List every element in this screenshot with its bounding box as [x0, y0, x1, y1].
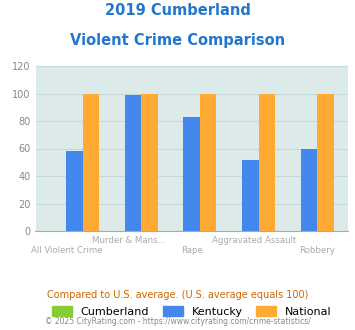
Text: Robbery: Robbery	[299, 246, 335, 255]
Bar	[301, 148, 317, 231]
Text: Aggravated Assault: Aggravated Assault	[212, 236, 296, 245]
Legend: Cumberland, Kentucky, National: Cumberland, Kentucky, National	[52, 306, 332, 316]
Text: Violent Crime Comparison: Violent Crime Comparison	[70, 33, 285, 48]
Text: 2019 Cumberland: 2019 Cumberland	[105, 3, 250, 18]
Bar	[258, 93, 275, 231]
Bar	[83, 93, 99, 231]
Bar	[242, 159, 258, 231]
Text: © 2025 CityRating.com - https://www.cityrating.com/crime-statistics/: © 2025 CityRating.com - https://www.city…	[45, 317, 310, 326]
Text: Murder & Mans...: Murder & Mans...	[92, 236, 166, 245]
Bar	[141, 93, 158, 231]
Bar	[184, 117, 200, 231]
Text: Compared to U.S. average. (U.S. average equals 100): Compared to U.S. average. (U.S. average …	[47, 290, 308, 300]
Text: Rape: Rape	[181, 246, 203, 255]
Bar	[200, 93, 216, 231]
Bar	[66, 151, 83, 231]
Text: All Violent Crime: All Violent Crime	[31, 246, 103, 255]
Bar	[125, 95, 141, 231]
Bar	[317, 93, 334, 231]
